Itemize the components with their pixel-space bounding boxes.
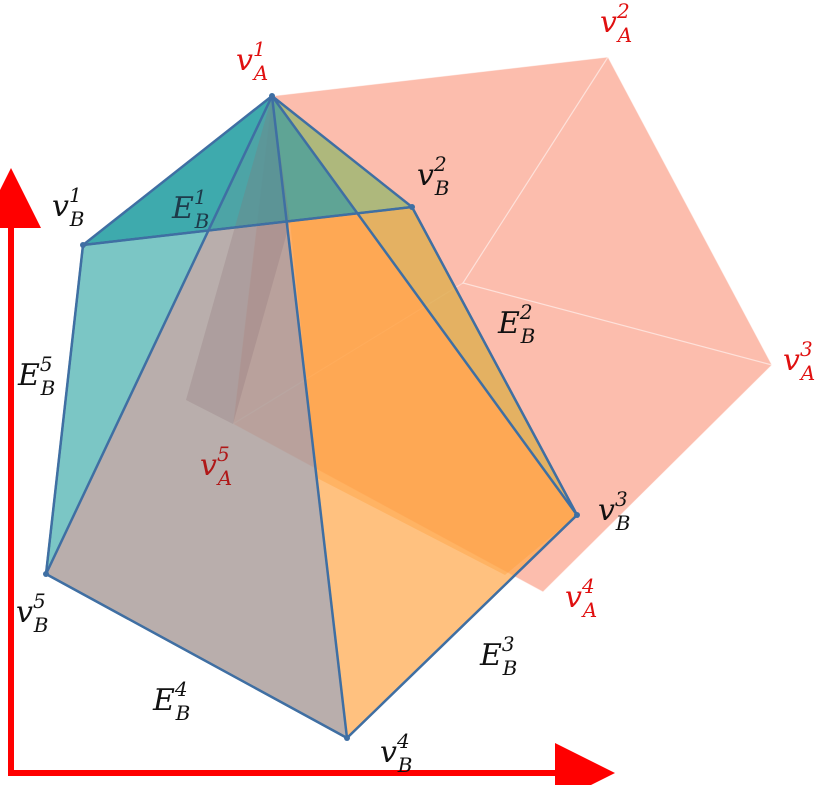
label-vB2: v2 B [417, 152, 449, 200]
label-vA5: v5 A [200, 442, 232, 490]
vertex-markers [43, 93, 580, 741]
label-EB2: E2 B [497, 300, 535, 348]
label-vA4: v4 A [565, 574, 597, 622]
polygon-B-face-front [272, 96, 577, 738]
label-vA2: v2 A [600, 0, 632, 47]
label-EB4: E4 B [152, 677, 190, 725]
edge-lines [44, 95, 579, 740]
polygon-A-fold [462, 56, 773, 366]
label-vB5: v5 B [16, 589, 48, 637]
label-vB4: v4 B [380, 729, 412, 777]
label-EB3: E3 B [479, 632, 517, 680]
polygon-B-shadow [186, 96, 290, 424]
label-EB5: E5 B [17, 352, 55, 400]
label-vA3: v3 A [783, 337, 815, 385]
polygon-B-face-left [46, 96, 347, 738]
label-vB1: v1 B [52, 183, 84, 231]
polygon-B-face-inner [290, 207, 577, 575]
polygon-B-face-top [83, 96, 412, 245]
label-vB3: v3 B [598, 487, 630, 535]
label-EB1: E1 B [171, 185, 209, 233]
label-vA1: v1 A [236, 37, 268, 85]
